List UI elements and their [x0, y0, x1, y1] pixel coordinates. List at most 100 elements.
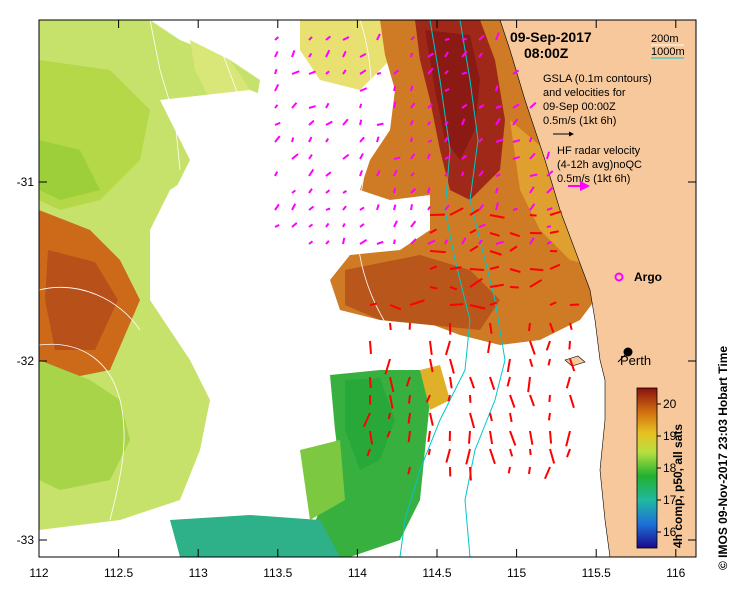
- current-arrow: [469, 245, 479, 252]
- current-arrow: [509, 430, 517, 446]
- current-arrow: [529, 279, 543, 288]
- x-tick-label: 115: [507, 566, 526, 580]
- hf-radar-arrow: [410, 52, 414, 58]
- hf-radar-arrow: [444, 204, 450, 211]
- hf-radar-arrow: [376, 170, 381, 177]
- hf-radar-arrow: [478, 170, 485, 177]
- colorbar-tick-label: 20: [663, 397, 677, 411]
- hf-radar-arrow: [376, 122, 384, 126]
- current-arrow: [527, 322, 531, 332]
- hf-radar-arrow: [342, 153, 350, 160]
- hf-radar-arrow: [495, 187, 499, 194]
- current-arrow: [549, 322, 555, 333]
- current-arrow: [569, 322, 573, 330]
- current-arrow: [386, 430, 391, 438]
- legend-200m-label: 200m: [651, 33, 679, 45]
- current-arrow: [429, 250, 446, 254]
- hf-radar-arrow: [274, 203, 280, 211]
- current-arrow: [369, 376, 372, 389]
- x-tick-label: 114: [348, 566, 367, 580]
- hf-radar-arrow: [444, 239, 448, 245]
- hf-radar-arrow: [342, 118, 349, 126]
- current-arrow: [489, 250, 502, 256]
- hf-radar-arrow: [444, 51, 449, 58]
- current-arrow: [509, 245, 518, 252]
- current-arrow: [489, 376, 496, 390]
- isobaths: [38, 19, 506, 558]
- hf-radar-arrow: [325, 171, 332, 177]
- current-arrow: [549, 230, 559, 234]
- hf-radar-arrow: [427, 103, 433, 109]
- hf-radar-arrow: [546, 170, 554, 177]
- hf-radar-arrow: [393, 101, 397, 109]
- hf-radar-arrow: [359, 170, 364, 177]
- hf-radar-arrow: [461, 50, 468, 58]
- hf-radar-arrow: [427, 153, 431, 160]
- current-arrow: [544, 466, 551, 480]
- hf-radar-arrow: [495, 138, 504, 143]
- current-arrow: [547, 412, 551, 421]
- x-axis: 112 112.5 113 113.5 114 114.5 115 115.5 116: [29, 20, 686, 580]
- imos-credit: © IMOS 09-Nov-2017 23:03 Hobart Time: [716, 346, 730, 570]
- hf-radar-arrow: [512, 139, 521, 143]
- rottnest-island: [564, 355, 586, 367]
- hf-radar-arrow: [478, 34, 485, 41]
- hf-radar-arrow: [274, 121, 281, 126]
- hf-radar-arrow: [325, 49, 331, 58]
- argo-label: Argo: [634, 270, 662, 284]
- hf-radar-arrow: [410, 120, 414, 126]
- current-arrow: [387, 412, 391, 420]
- hf-radar-arrow: [359, 87, 368, 92]
- hf-radar-arrow: [461, 37, 467, 41]
- hf-radar-arrow: [308, 136, 313, 143]
- current-arrow: [449, 358, 455, 374]
- hf-radar-arrow: [427, 120, 431, 126]
- current-arrow: [366, 448, 371, 457]
- current-arrow: [465, 448, 471, 465]
- hf-radar-arrow: [529, 173, 538, 177]
- hf-radar-arrow: [478, 137, 484, 143]
- current-arrows: [362, 207, 580, 481]
- current-arrow: [429, 340, 433, 356]
- hf-radar-arrow: [444, 172, 449, 177]
- x-tick-label: 116: [666, 566, 685, 580]
- hf-radar-arrow: [512, 103, 520, 109]
- hf-radar-arrows: [274, 32, 554, 245]
- hf-radar-arrow: [359, 206, 365, 211]
- hf-radar-arrow: [529, 203, 536, 211]
- hf-radar-arrow: [376, 204, 380, 211]
- hf-radar-arrow: [546, 151, 551, 160]
- current-arrow: [549, 448, 556, 464]
- hf-radar-arrow: [376, 72, 382, 75]
- hf-radar-arrow: [427, 239, 436, 245]
- hf-radar-arrow: [478, 52, 484, 58]
- hf-radar-arrow: [274, 135, 281, 143]
- argo-float-marker: [614, 272, 624, 282]
- hf-radar-arrow: [512, 156, 521, 160]
- hf-radar-arrow: [461, 103, 468, 109]
- hf-radar-arrow: [478, 204, 485, 211]
- hf-radar-arrow: [546, 186, 554, 194]
- current-arrow: [489, 322, 493, 334]
- hf-radar-arrow: [308, 70, 316, 75]
- colorbar-ticks: 16 17 18 19 20: [657, 397, 677, 539]
- current-arrow: [469, 208, 480, 216]
- colorbar-tick-label: 16: [663, 525, 677, 539]
- hf-radar-arrow: [529, 237, 535, 245]
- hf-radar-arrow: [359, 238, 368, 245]
- gsla-note-line2: and velocities for: [543, 87, 626, 99]
- current-arrow: [529, 214, 537, 217]
- current-arrow: [509, 268, 521, 273]
- current-arrow: [389, 304, 402, 311]
- hf-radar-arrow: [325, 120, 333, 126]
- hf-radar-arrow: [308, 36, 313, 41]
- current-arrow: [509, 394, 516, 408]
- current-arrow: [469, 268, 485, 272]
- hf-radar-arrow: [546, 225, 552, 228]
- hf-radar-arrow: [461, 118, 466, 126]
- hf-radar-arrow: [342, 50, 347, 58]
- hf-radar-arrow: [291, 153, 299, 160]
- hf-radar-arrow: [393, 187, 397, 194]
- current-arrow: [489, 301, 497, 306]
- current-arrow: [449, 266, 462, 270]
